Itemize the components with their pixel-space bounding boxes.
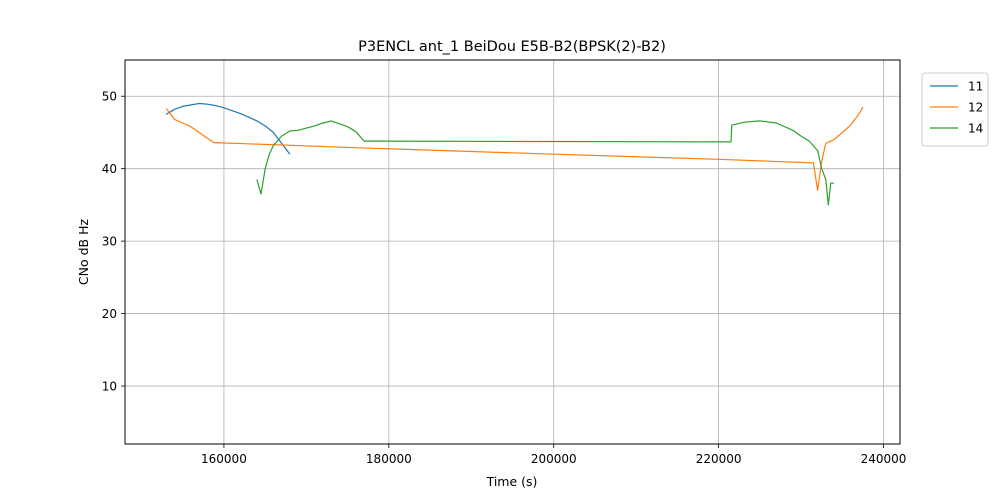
x-tick-label: 240000	[861, 452, 907, 466]
series-line-14	[256, 120, 834, 206]
series-line-12	[165, 106, 864, 191]
y-axis-label: CNo dB Hz	[76, 218, 91, 285]
chart-title: P3ENCL ant_1 BeiDou E5B-B2(BPSK(2)-B2)	[358, 39, 666, 55]
legend-label-11: 11	[968, 80, 983, 94]
legend: 11 12 14	[921, 72, 989, 147]
legend-label-12: 12	[968, 101, 983, 115]
plot-frame	[124, 59, 901, 445]
y-tick-label: 10	[102, 380, 117, 394]
y-tick-label: 20	[102, 307, 117, 321]
grid	[125, 60, 900, 444]
x-tick-label: 180000	[366, 452, 412, 466]
y-tick-label: 30	[102, 235, 117, 249]
x-axis-label: Time (s)	[486, 474, 538, 489]
x-tick-label: 220000	[696, 452, 742, 466]
ticks: 160000 180000 200000 220000 240000 10 20 30 40 50	[102, 90, 907, 466]
legend-label-14: 14	[968, 122, 983, 136]
y-tick-label: 50	[102, 90, 117, 104]
x-tick-label: 160000	[201, 452, 247, 466]
x-tick-label: 200000	[531, 452, 577, 466]
series-group	[165, 102, 864, 206]
y-tick-label: 40	[102, 162, 117, 176]
series-line-11	[165, 102, 291, 155]
